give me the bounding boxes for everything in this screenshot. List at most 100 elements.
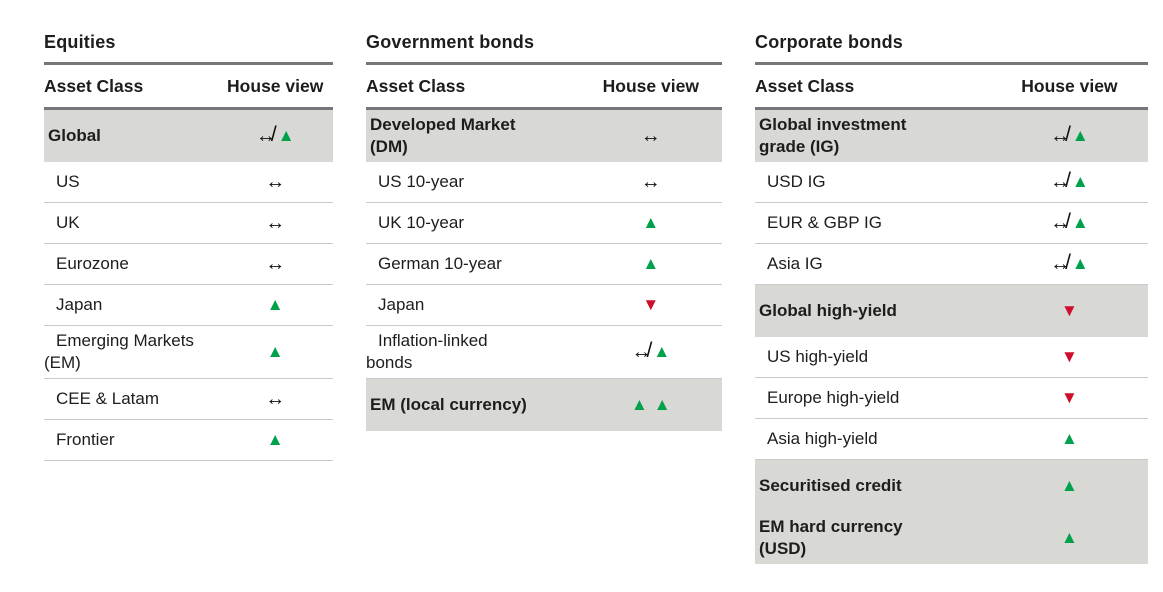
house-view-cell: ↔ / ▲ [580,339,722,364]
neutral-arrow-icon: ↔ [265,388,286,411]
house-view-cell: ▲ [991,527,1148,547]
house-view-cell: ▲ [580,212,722,232]
slash-icon: / [646,339,653,363]
house-view-column-header: House view [1021,76,1118,96]
asset-class-column-header: Asset Class [44,76,144,96]
down-triangle-icon: ▼ [1060,300,1078,320]
asset-class-label: UK 10-year [378,213,464,233]
table-row: US high-yield ▼ [755,337,1148,379]
house-view-cell: ↔ / ▲ [217,123,333,147]
neutral-arrow-icon: ↔ [1050,125,1071,148]
table-row: Japan ▼ [366,285,722,327]
asset-class-label: Europe high-yield [767,388,900,408]
house-view-cell: ↔ [217,213,333,233]
house-view-column-header: House view [602,76,699,96]
slash-icon: / [1065,210,1071,234]
asset-class-label: UK [56,212,80,232]
asset-class-label: EUR & GBP IG [767,213,882,233]
columns-header: Asset Class House view [44,65,333,110]
asset-class-label: Japan [56,294,103,314]
table-row: Global ↔ / ▲ [44,110,333,162]
table-row: CEE & Latam ↔ [44,379,333,421]
up-triangle-icon: ▲ [1071,125,1089,145]
neutral-arrow-icon: ↔ [265,212,286,234]
neutral-arrow-icon: ↔ [255,125,276,147]
columns-header: Asset Class House view [755,65,1148,110]
table-title: Corporate bonds [755,30,1148,65]
house-view-cell: ▲ [580,255,722,273]
table-row: Emerging Markets (EM) ▲ [44,326,333,380]
asset-class-label: German 10-year [378,254,502,274]
house-view-cell: ↔ [580,172,722,192]
house-view-cell: ▲ [217,341,333,361]
asset-class-label: CEE & Latam [56,389,159,409]
slash-icon: / [270,123,277,146]
neutral-arrow-icon: ↔ [1050,253,1071,276]
neutral-arrow-icon: ↔ [265,253,286,275]
neutral-arrow-icon: ↔ [631,341,652,364]
table-row: EUR & GBP IG ↔ / ▲ [755,203,1148,245]
asset-class-label: EM hard currency (USD) [759,517,903,559]
table-row: Global high-yield ▼ [755,285,1148,338]
up-triangle-icon: ▲ [1071,171,1089,191]
house-view-cell: ↔ [217,172,333,192]
asset-class-label: USD IG [767,172,826,192]
up-triangle-icon: ▲ [266,429,284,449]
table-title: Equities [44,30,333,65]
asset-class-label: US high-yield [767,347,869,367]
table-row: EM (local currency) ▲ ▲ [366,379,722,432]
house-view-cell: ↔ [580,126,722,146]
asset-class-label: Eurozone [56,253,129,273]
down-triangle-icon: ▼ [642,294,660,314]
asset-class-label: Emerging Markets (EM) [44,331,194,373]
house-view-cell: ▼ [991,348,1148,366]
house-view-cell: ▲ ▲ [580,396,722,414]
table-row: UK ↔ [44,203,333,244]
up-triangle-icon: ▲ [1071,212,1089,232]
up-triangle-icon: ▲ [266,341,284,361]
house-view-cell: ▲ [217,294,333,314]
neutral-arrow-icon: ↔ [640,171,661,194]
neutral-arrow-icon: ↔ [1050,171,1071,194]
house-view-cell: ↔ / ▲ [991,210,1148,235]
asset-class-column-header: Asset Class [366,76,466,96]
table-row: Asia IG ↔ / ▲ [755,244,1148,286]
house-view-cell: ▲ [991,430,1148,448]
house-view-cell: ▼ [991,387,1148,407]
asset-class-label: US 10-year [378,172,464,192]
asset-class-label: Global investment grade (IG) [759,115,907,157]
down-triangle-icon: ▼ [1060,387,1078,407]
up-triangle-icon: ▲ [1060,527,1078,547]
table-row: Asia high-yield ▲ [755,419,1148,461]
table-row: Frontier ▲ [44,420,333,462]
columns-header: Asset Class House view [366,65,722,110]
up-triangle-icon: ▲ [1060,475,1078,495]
up-triangle-icon: ▲ [653,341,671,361]
house-view-cell: ▼ [580,294,722,314]
table-row: Europe high-yield ▼ [755,378,1148,420]
house-view-cell: ↔ [217,389,333,409]
slash-icon: / [1065,251,1071,275]
asset-class-label: Frontier [56,430,115,450]
house-view-cell: ▲ [991,475,1148,495]
asset-class-label: Global [48,125,101,145]
equities-table: Equities Asset Class House view Global ↔ / ▲ US… [44,30,333,564]
up-triangle-icon: ▲ [266,294,284,314]
house-view-cell: ▼ [991,300,1148,320]
house-view-column-header: House view [227,76,324,96]
neutral-arrow-icon: ↔ [1050,212,1071,235]
asset-class-label: Securitised credit [759,476,902,496]
table-row: Inflation-linked bonds ↔ / ▲ [366,326,722,380]
asset-class-label: Developed Market (DM) [370,115,516,157]
table-row: UK 10-year ▲ [366,203,722,245]
neutral-arrow-icon: ↔ [640,125,661,148]
up-triangle-icon: ▲ [1071,253,1089,273]
table-row: German 10-year ▲ [366,244,722,286]
government-bonds-table: Government bonds Asset Class House view Dev… [366,30,722,564]
house-view-cell: ↔ [217,254,333,274]
up-triangle-icon: ▲ [277,125,295,145]
house-view-cell: ▲ [217,429,333,449]
table-row: Japan ▲ [44,285,333,326]
up-triangle-icon: ▲ [642,212,660,232]
asset-class-label: Inflation-linked bonds [366,331,488,373]
